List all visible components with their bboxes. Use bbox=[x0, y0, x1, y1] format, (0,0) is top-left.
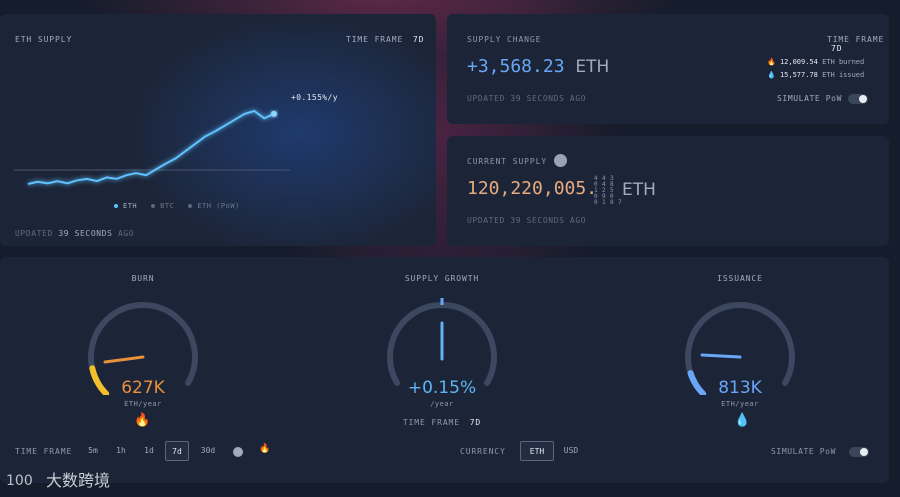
time-frame-7d[interactable]: 7d bbox=[165, 441, 189, 461]
updated-status: UPDATED 39 SECONDS AGO bbox=[467, 216, 587, 225]
time-frame-label: TIME FRAME bbox=[15, 447, 73, 456]
updated-status: UPDATED 39 SECONDS AGO bbox=[467, 94, 587, 103]
issuance-gauge bbox=[685, 302, 795, 395]
time-frame-indicator[interactable]: TIME FRAME 7d bbox=[827, 35, 885, 53]
burned-row: 🔥 12,009.54 ETH burned bbox=[767, 58, 865, 66]
supply-growth-value: +0.15% bbox=[407, 378, 477, 398]
time-frame-label: TIME FRAME bbox=[346, 35, 404, 44]
eth-supply-card: ETH SUPPLY TIME FRAME 7d +0.155%/y ETH B… bbox=[0, 14, 436, 246]
time-frame-indicator[interactable]: TIME FRAME 7d bbox=[346, 35, 424, 44]
supply-change-card: SUPPLY CHANGE TIME FRAME 7d +3,568.23 ET… bbox=[447, 14, 889, 124]
droplet-icon: 💧 bbox=[734, 413, 751, 428]
legend-item-eth[interactable]: ETH bbox=[114, 202, 137, 210]
supply-decimals: 4 4 3 0 4 8 1 2 5 0 9 0 0 1 8 7 bbox=[594, 175, 623, 206]
issuance-title: ISSUANCE bbox=[717, 274, 763, 283]
time-frame-30d[interactable]: 30d bbox=[200, 446, 216, 455]
card-title: CURRENT SUPPLY bbox=[467, 157, 548, 166]
time-frame-1h[interactable]: 1h bbox=[116, 446, 126, 455]
london-fire-icon[interactable]: 🔥 bbox=[259, 444, 271, 454]
watermark-text: 大数跨境 bbox=[46, 471, 111, 490]
updated-status: UPDATED 39 SECONDS AGO bbox=[15, 229, 135, 238]
line-end-point bbox=[271, 110, 277, 117]
burn-gauge bbox=[88, 302, 198, 395]
simulate-pow-label: SIMULATE PoW bbox=[777, 94, 842, 103]
burn-unit: ETH/year bbox=[124, 400, 162, 408]
logo-icon: 100 bbox=[6, 473, 33, 489]
eth-series-line bbox=[27, 109, 275, 185]
currency-label: CURRENCY bbox=[460, 447, 506, 456]
supply-growth-unit: /year bbox=[430, 400, 454, 408]
simulate-pow-toggle[interactable] bbox=[849, 447, 869, 457]
chart-legend: ETH BTC ETH (PoW) bbox=[114, 202, 240, 210]
gauge-fill bbox=[89, 365, 110, 395]
simulate-pow-label: SIMULATE PoW bbox=[771, 447, 836, 456]
avatar-icon[interactable] bbox=[554, 154, 567, 167]
supply-change-value: +3,568.23 ETH bbox=[467, 56, 610, 77]
legend-dot-icon bbox=[188, 204, 193, 208]
gauge-needle bbox=[700, 353, 742, 359]
fire-icon: 🔥 bbox=[767, 58, 776, 66]
time-frame-5m[interactable]: 5m bbox=[88, 446, 98, 455]
gauge-needle bbox=[103, 355, 145, 364]
gauges-card: BURN 627K ETH/year 🔥 SUPPLY GROWTH +0.15… bbox=[0, 257, 889, 483]
time-frame-value: 7d bbox=[412, 35, 425, 44]
droplet-icon: 💧 bbox=[767, 71, 776, 79]
legend-item-eth-pow[interactable]: ETH (PoW) bbox=[188, 202, 239, 210]
legend-dot-icon bbox=[151, 204, 156, 208]
gauge-track bbox=[685, 302, 795, 386]
simulate-pow-toggle[interactable] bbox=[848, 94, 868, 104]
legend-dot-icon bbox=[114, 204, 118, 208]
gauge-track bbox=[387, 302, 497, 386]
issuance-unit: ETH/year bbox=[721, 400, 759, 408]
merge-icon[interactable] bbox=[233, 447, 243, 457]
time-frame-1d[interactable]: 1d bbox=[144, 446, 154, 455]
gauge-time-frame: TIME FRAME 7d bbox=[402, 418, 482, 427]
gauge-track bbox=[88, 302, 198, 386]
gauge-fill bbox=[687, 370, 707, 395]
growth-rate-label: +0.155%/y bbox=[291, 93, 338, 102]
fire-icon: 🔥 bbox=[134, 413, 151, 428]
card-title: ETH SUPPLY bbox=[15, 35, 73, 44]
supply-chart bbox=[14, 109, 290, 185]
current-supply-value: 120,220,005. bbox=[467, 178, 598, 199]
burn-title: BURN bbox=[131, 274, 155, 283]
watermark: 100 大数跨境 bbox=[6, 467, 110, 491]
card-title: SUPPLY CHANGE bbox=[467, 35, 542, 44]
supply-growth-gauge bbox=[387, 298, 497, 386]
current-supply-card: CURRENT SUPPLY 120,220,005. 4 4 3 0 4 8 … bbox=[447, 136, 889, 246]
issued-row: 💧 15,577.78 ETH issued bbox=[767, 71, 865, 79]
supply-unit: ETH bbox=[622, 180, 656, 200]
issuance-value: 813K bbox=[718, 378, 762, 398]
burn-value: 627K bbox=[121, 378, 165, 398]
currency-usd[interactable]: USD bbox=[563, 446, 579, 455]
currency-eth[interactable]: ETH bbox=[520, 441, 554, 461]
burn-issue-breakdown: 🔥 12,009.54 ETH burned 💧 15,577.78 ETH i… bbox=[767, 56, 864, 82]
supply-growth-title: SUPPLY GROWTH bbox=[404, 274, 480, 283]
svg-text:100: 100 bbox=[6, 473, 33, 489]
legend-item-btc[interactable]: BTC bbox=[151, 202, 174, 210]
